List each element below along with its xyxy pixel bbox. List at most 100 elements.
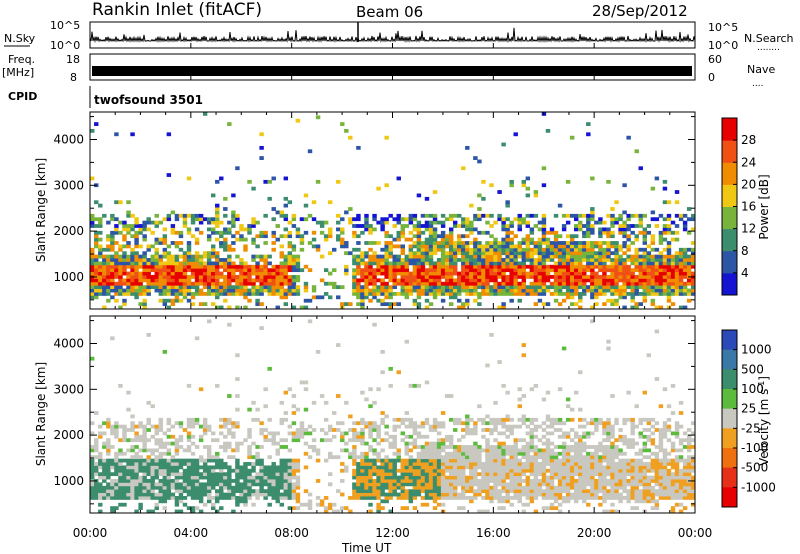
heatmap-cell: [142, 468, 147, 473]
heatmap-cell: [638, 271, 643, 276]
heatmap-cell: [122, 281, 127, 286]
heatmap-cell: [98, 203, 103, 208]
heatmap-cell: [493, 468, 498, 473]
heatmap-cell: [380, 281, 385, 286]
heatmap-cell: [404, 278, 410, 283]
heatmap-cell: [94, 281, 99, 286]
heatmap-cell: [537, 482, 543, 487]
heatmap-cell: [598, 275, 603, 279]
heatmap-cell: [291, 305, 297, 310]
heatmap-cell: [465, 281, 470, 286]
heatmap-cell: [98, 458, 103, 463]
heatmap-cell: [493, 275, 498, 279]
heatmap-cell: [90, 468, 95, 473]
heatmap-cell: [388, 278, 393, 283]
heatmap-cell: [578, 251, 583, 256]
heatmap-cell: [158, 417, 163, 422]
heatmap-cell: [360, 230, 365, 235]
heatmap-cell: [356, 462, 361, 466]
heatmap-cell: [142, 254, 147, 259]
heatmap-cell: [287, 281, 293, 286]
heatmap-cell: [569, 251, 575, 256]
heatmap-cell: [344, 128, 349, 133]
heatmap-cell: [255, 302, 260, 307]
heatmap-cell: [473, 251, 478, 256]
heatmap-cell: [368, 465, 373, 470]
heatmap-cell: [122, 479, 127, 483]
heatmap-cell: [98, 285, 103, 290]
heatmap-cell: [396, 451, 401, 456]
heatmap-cell: [356, 247, 361, 252]
heatmap-cell: [114, 485, 119, 490]
heatmap-cell: [444, 458, 450, 463]
heatmap-cell: [255, 268, 260, 273]
heatmap-cell: [360, 268, 365, 273]
heatmap-cell: [198, 230, 204, 235]
heatmap-cell: [533, 479, 539, 483]
heatmap-cell: [231, 264, 236, 269]
heatmap-cell: [110, 217, 115, 222]
heatmap-cell: [501, 251, 506, 256]
heatmap-cell: [368, 387, 373, 392]
heatmap-cell: [553, 275, 559, 279]
heatmap-cell: [549, 254, 555, 259]
heatmap-cell: [182, 458, 188, 463]
heatmap-cell: [545, 237, 551, 242]
heatmap-cell: [376, 506, 381, 511]
heatmap-cell: [404, 424, 410, 429]
heatmap-cell: [295, 278, 301, 283]
heatmap-cell: [650, 186, 656, 191]
heatmap-cell: [392, 217, 397, 222]
heatmap-cell: [126, 448, 131, 453]
heatmap-cell: [263, 281, 268, 286]
heatmap-cell: [436, 472, 442, 477]
heatmap-cell: [211, 465, 216, 470]
heatmap-cell: [243, 292, 248, 296]
heatmap-cell: [650, 271, 656, 276]
heatmap-cell: [356, 302, 361, 307]
heatmap-cell: [529, 288, 535, 293]
heatmap-cell: [565, 261, 571, 266]
heatmap-cell: [509, 468, 514, 473]
heatmap-cell: [239, 227, 244, 232]
heatmap-cell: [154, 448, 159, 453]
heatmap-cell: [586, 462, 591, 466]
heatmap-cell: [98, 492, 103, 497]
heatmap-cell: [130, 479, 135, 483]
heatmap-cell: [146, 332, 151, 337]
heatmap-cell: [662, 179, 668, 184]
heatmap-cell: [227, 227, 232, 232]
heatmap-cell: [392, 428, 397, 432]
heatmap-cell: [428, 465, 434, 470]
heatmap-cell: [469, 261, 474, 266]
heatmap-cell: [590, 247, 595, 252]
heatmap-cell: [565, 268, 571, 273]
heatmap-cell: [142, 462, 147, 466]
heatmap-cell: [94, 455, 99, 460]
heatmap-cell: [586, 482, 591, 487]
heatmap-cell: [376, 441, 381, 446]
heatmap-cell: [489, 428, 494, 432]
heatmap-cell: [658, 258, 664, 262]
heatmap-cell: [569, 468, 575, 473]
heatmap-cell: [630, 213, 635, 218]
heatmap-cell: [279, 458, 284, 463]
heatmap-cell: [235, 230, 240, 235]
heatmap-cell: [541, 434, 547, 439]
heatmap-cell: [509, 220, 514, 225]
heatmap-cell: [154, 251, 159, 256]
heatmap-cell: [295, 118, 301, 123]
heatmap-cell: [404, 496, 410, 500]
heatmap-cell: [457, 234, 462, 239]
heatmap-cell: [154, 285, 159, 290]
heatmap-cell: [340, 244, 345, 249]
heatmap-cell: [146, 275, 151, 279]
heatmap-cell: [465, 485, 470, 490]
heatmap-cell: [162, 271, 168, 276]
heatmap-cell: [404, 451, 410, 456]
heatmap-cell: [549, 468, 555, 473]
heatmap-cell: [561, 455, 567, 460]
heatmap-cell: [650, 247, 656, 252]
heatmap-cell: [122, 261, 127, 266]
heatmap-cell: [545, 244, 551, 249]
